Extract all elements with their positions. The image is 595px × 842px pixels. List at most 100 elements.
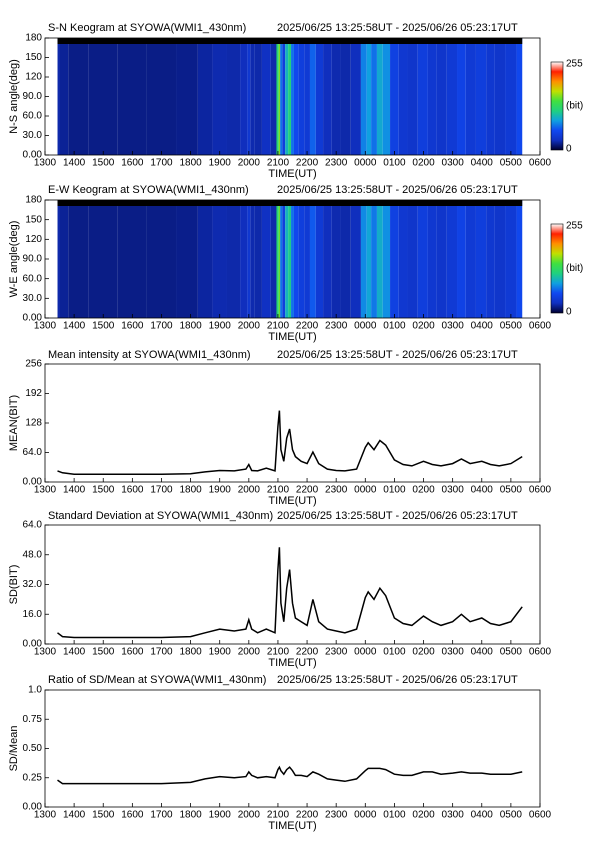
- y-tick-label: 128: [25, 418, 42, 429]
- keogram-column: [390, 38, 399, 155]
- keogram-column: [261, 200, 271, 318]
- x-tick-label: 2200: [296, 810, 319, 821]
- y-tick-label: 16.0: [23, 609, 43, 620]
- x-tick-label: 1500: [92, 647, 115, 658]
- y-tick-label: 0.00: [23, 639, 43, 650]
- keogram-column: [516, 38, 523, 155]
- colorbar-label: (bit): [566, 263, 583, 274]
- keogram-column: [304, 200, 310, 318]
- keogram-column: [494, 38, 506, 155]
- x-tick-label: 0300: [442, 647, 465, 658]
- x-tick-label: 1700: [150, 810, 173, 821]
- x-tick-label: 1400: [63, 485, 86, 496]
- x-tick-label: 0600: [529, 485, 552, 496]
- y-tick-label: 48.0: [23, 549, 43, 560]
- keogram-column: [516, 200, 523, 318]
- keogram-column: [282, 38, 286, 155]
- keogram-column: [146, 38, 177, 155]
- keogram-column: [427, 38, 437, 155]
- keogram-column: [486, 200, 495, 318]
- y-tick-label: 90.0: [23, 91, 43, 102]
- x-tick-label: 1400: [63, 321, 86, 332]
- keogram-column: [340, 38, 351, 155]
- x-tick-label: 1300: [34, 321, 57, 332]
- x-tick-label: 1600: [121, 321, 144, 332]
- x-tick-label: 2100: [267, 810, 290, 821]
- x-axis-label: TIME(UT): [268, 495, 316, 507]
- keogram-column: [360, 200, 367, 318]
- keogram-column: [146, 200, 177, 318]
- x-tick-label: 2000: [238, 158, 261, 169]
- x-tick-label: 1800: [179, 158, 202, 169]
- y-tick-label: 64.0: [23, 520, 43, 531]
- x-tick-label: 2100: [267, 321, 290, 332]
- keogram-column: [366, 38, 372, 155]
- keogram-column: [486, 38, 495, 155]
- keogram-column: [288, 38, 292, 155]
- x-tick-label: 0000: [354, 485, 377, 496]
- keogram-column: [331, 38, 341, 155]
- y-axis-label: SD/Mean: [8, 726, 20, 772]
- plot-frame: [44, 524, 541, 645]
- x-tick-label: 1700: [150, 485, 173, 496]
- keogram-column: [270, 38, 277, 155]
- x-tick-label: 2000: [238, 321, 261, 332]
- keogram-column: [309, 200, 316, 318]
- chart-title: S-N Keogram at SYOWA(WMI1_430nm): [48, 22, 246, 34]
- x-tick-label: 2300: [325, 810, 348, 821]
- y-tick-label: 60.0: [23, 111, 43, 122]
- keogram-column: [288, 200, 292, 318]
- y-tick-label: 0.00: [23, 477, 43, 488]
- colorbar: [550, 61, 564, 151]
- keogram-column: [88, 38, 118, 155]
- y-tick-label: 256: [25, 359, 42, 370]
- y-tick-label: 1.0: [28, 685, 42, 696]
- x-tick-label: 0600: [529, 158, 552, 169]
- x-tick-label: 0400: [471, 810, 494, 821]
- keogram-column: [407, 38, 418, 155]
- keogram-column: [197, 38, 213, 155]
- keogram-column: [270, 200, 277, 318]
- time-range: 2025/06/25 13:25:58UT - 2025/06/26 05:23…: [277, 349, 518, 361]
- x-tick-label: 1900: [209, 158, 232, 169]
- keogram-column: [285, 200, 289, 318]
- x-tick-label: 2300: [325, 485, 348, 496]
- colorbar: [550, 223, 564, 314]
- keogram-column: [247, 200, 251, 318]
- x-tick-label: 2200: [296, 647, 319, 658]
- x-tick-label: 1400: [63, 158, 86, 169]
- keogram-column: [417, 38, 428, 155]
- chart-title: E-W Keogram at SYOWA(WMI1_430nm): [48, 184, 249, 196]
- time-range: 2025/06/25 13:25:58UT - 2025/06/26 05:23…: [277, 510, 518, 522]
- y-tick-label: 120: [25, 234, 42, 245]
- time-range: 2025/06/25 13:25:58UT - 2025/06/26 05:23…: [277, 22, 518, 34]
- keogram-column: [475, 200, 487, 318]
- y-axis-label: W-E angle(deg): [8, 221, 20, 298]
- keogram-column: [240, 200, 248, 318]
- keogram-column: [212, 38, 227, 155]
- x-tick-label: 0200: [412, 647, 435, 658]
- keogram-column: [282, 200, 286, 318]
- x-tick-label: 1300: [34, 647, 57, 658]
- x-tick-label: 2000: [238, 485, 261, 496]
- horizon-band: [57, 38, 523, 44]
- keogram-column: [212, 200, 227, 318]
- keogram-column: [457, 200, 466, 318]
- x-tick-label: 0300: [442, 810, 465, 821]
- data-line: [57, 410, 523, 475]
- colorbar-max: 255: [566, 221, 583, 232]
- keogram-column: [240, 38, 248, 155]
- x-tick-label: 0300: [442, 485, 465, 496]
- keogram-column: [505, 38, 517, 155]
- keogram-column: [360, 38, 367, 155]
- keogram-column: [250, 38, 255, 155]
- keogram-column: [293, 38, 299, 155]
- keogram-column: [350, 200, 361, 318]
- plot-frame: [44, 689, 541, 808]
- x-tick-label: 1900: [209, 647, 232, 658]
- x-tick-label: 0500: [500, 158, 523, 169]
- keogram-column: [298, 38, 305, 155]
- keogram-column: [407, 200, 418, 318]
- x-tick-label: 0200: [412, 485, 435, 496]
- x-tick-label: 1800: [179, 485, 202, 496]
